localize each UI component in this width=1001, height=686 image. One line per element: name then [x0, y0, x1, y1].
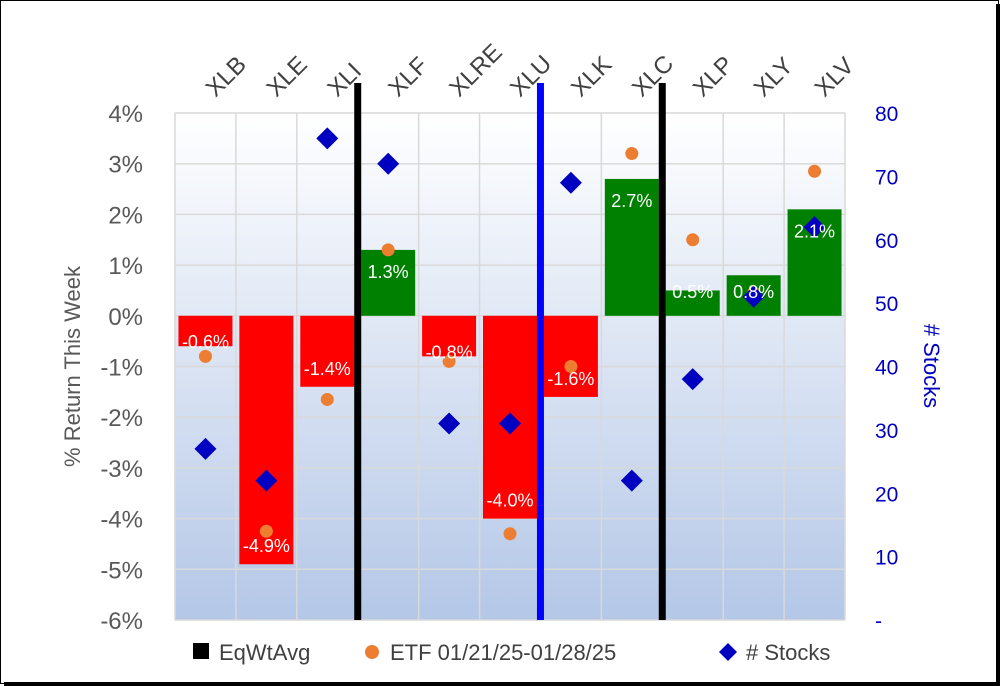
etf-point-xlc	[625, 147, 639, 161]
left-tick-label: -4%	[100, 507, 143, 534]
stocks-point-xlk	[559, 171, 582, 194]
etf-point-xlp	[686, 233, 700, 247]
bar-xlc	[604, 178, 659, 316]
right-tick-label: 70	[875, 166, 898, 189]
frame-shadow-right	[996, 4, 1000, 686]
right-tick-label: 20	[875, 483, 898, 506]
bar-xlp	[665, 290, 720, 316]
scatter-series-stocks	[194, 127, 826, 492]
data-label-xlu: -4.0%	[486, 491, 533, 511]
legend-label-stocks: # Stocks	[746, 640, 830, 665]
legend-swatch-etf	[365, 645, 379, 659]
stocks-point-xlc	[620, 469, 643, 492]
etf-point-xlu	[503, 527, 517, 541]
right-tick-label: 30	[875, 420, 898, 443]
category-label-xlf: XLF	[383, 52, 433, 102]
bar-xlre	[422, 315, 477, 357]
left-tick-label: -1%	[100, 355, 143, 382]
data-label-xlre: -0.8%	[426, 342, 473, 362]
stocks-point-xlu	[499, 412, 521, 435]
left-axis-ticks: 4% 3% 2% 1% 0% -1% -2% -3% -4% -5% -6%	[100, 101, 143, 635]
right-tick-label: -	[875, 610, 882, 633]
stocks-point-xli	[316, 127, 339, 150]
etf-point-xlv	[808, 164, 822, 178]
bar-xlb	[178, 315, 233, 347]
left-tick-label: 0%	[108, 304, 143, 331]
bar-data-labels: -0.6% -4.9% -1.4% 1.3% -0.8% -4.0% -1.6% 2.7% 0.…	[182, 191, 835, 556]
sector-separators	[354, 83, 666, 620]
stocks-point-xlb	[194, 437, 217, 460]
data-label-xly: 0.8%	[733, 282, 774, 302]
legend-label-eqwtavg: EqWtAvg	[219, 640, 310, 665]
right-tick-label: 50	[875, 293, 898, 316]
left-tick-label: 1%	[108, 253, 143, 280]
left-tick-label: 2%	[108, 202, 143, 229]
data-label-xle: -4.9%	[243, 536, 290, 556]
data-label-xlv: 2.1%	[794, 221, 835, 241]
stocks-point-xle	[255, 469, 278, 492]
etf-point-xlre	[442, 354, 456, 368]
category-label-xly: XLY	[749, 52, 799, 102]
right-tick-label: 60	[875, 230, 898, 253]
etf-point-xlb	[198, 349, 212, 363]
category-label-xlu: XLU	[505, 50, 557, 102]
right-tick-label: 40	[875, 357, 898, 380]
category-label-xlc: XLC	[627, 50, 679, 102]
category-label-xle: XLE	[262, 51, 313, 102]
right-tick-label: 10	[875, 547, 898, 570]
data-label-xlc: 2.7%	[611, 191, 652, 211]
stocks-point-xlf	[377, 152, 400, 175]
legend-label-etf: ETF 01/21/25-01/28/25	[390, 640, 616, 665]
etf-point-xle	[259, 524, 273, 538]
left-tick-label: -2%	[100, 405, 143, 432]
bar-xli	[300, 315, 355, 387]
stocks-point-xlv	[803, 216, 826, 239]
category-label-xlp: XLP	[688, 51, 739, 102]
legend-swatch-eqwtavg	[193, 643, 209, 659]
stocks-point-xly	[742, 285, 765, 308]
category-label-xlb: XLB	[201, 51, 252, 102]
right-axis-title: # Stocks	[919, 324, 944, 408]
etf-point-xli	[320, 392, 334, 406]
etf-point-xlf	[381, 243, 395, 257]
legend: EqWtAvg ETF 01/21/25-01/28/25 # Stocks	[193, 640, 830, 665]
category-label-xlv: XLV	[810, 52, 860, 102]
right-tick-label: 80	[875, 103, 898, 126]
etf-point-xlk	[564, 360, 578, 373]
left-tick-label: -5%	[100, 557, 143, 584]
right-axis-ticks: 80 70 60 50 40 30 20 10 -	[875, 103, 898, 633]
left-tick-label: 4%	[108, 101, 143, 128]
frame-shadow-bottom	[4, 682, 1000, 686]
data-label-xlb: -0.6%	[182, 332, 229, 352]
left-tick-label: -6%	[100, 608, 143, 635]
left-axis-title: % Return This Week	[60, 265, 85, 467]
stocks-point-xlre	[438, 412, 461, 435]
data-label-xlp: 0.5%	[672, 282, 713, 302]
left-tick-label: -3%	[100, 456, 143, 483]
data-label-xli: -1.4%	[304, 359, 351, 379]
legend-swatch-stocks	[719, 643, 737, 661]
left-tick-label: 3%	[108, 152, 143, 179]
bar-xle	[239, 315, 294, 565]
bar-xlk	[543, 315, 598, 397]
data-label-xlf: 1.3%	[368, 262, 409, 282]
data-label-xlk: -1.6%	[547, 369, 594, 389]
bar-xlf	[361, 249, 416, 316]
category-label-xlk: XLK	[566, 51, 617, 102]
category-label-xlre: XLRE	[444, 39, 507, 102]
stocks-point-xlp	[681, 368, 704, 391]
